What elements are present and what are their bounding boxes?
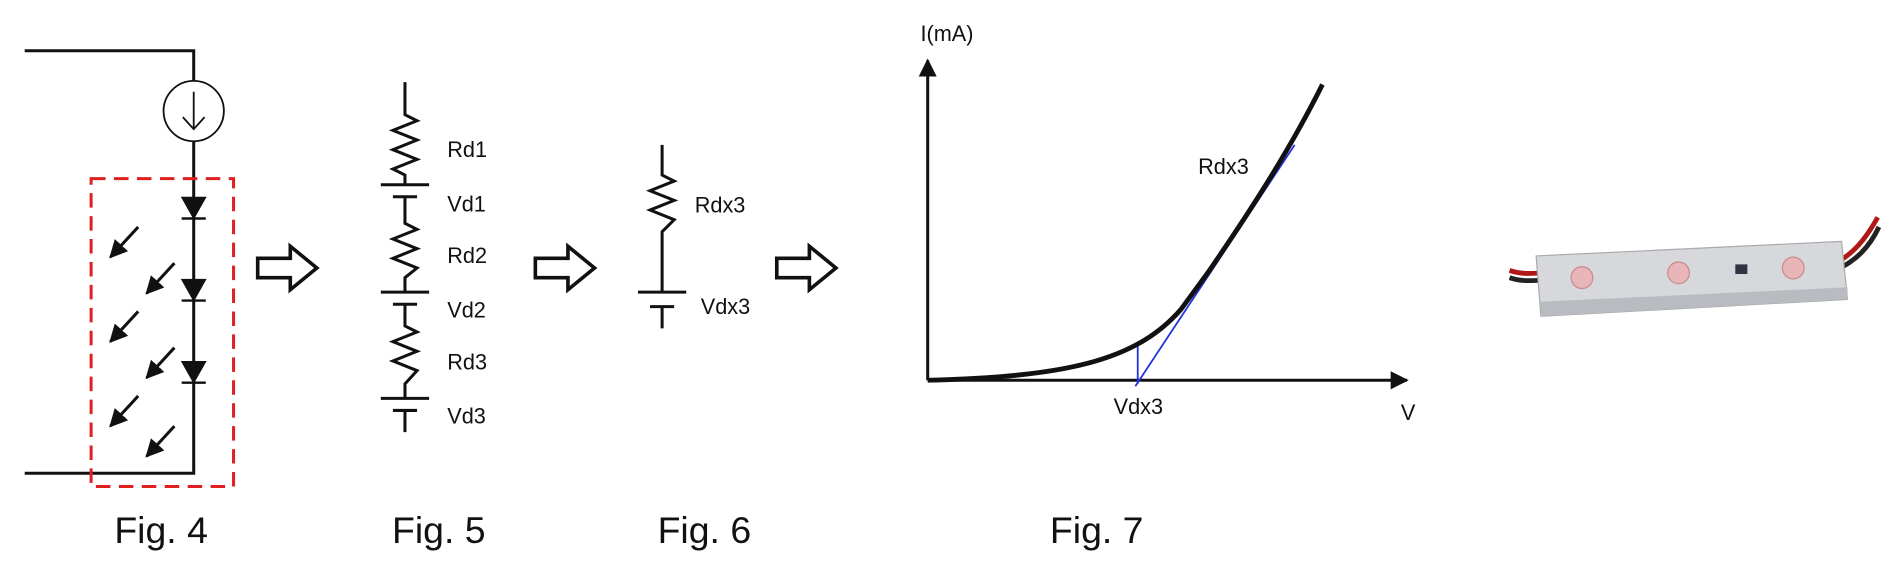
caption: Fig. 6 (658, 509, 752, 551)
led-module-photo (1508, 216, 1882, 317)
fig7-iv-curve: I(mA) V Rdx3 Vdx3 Fig. 7 (918, 21, 1416, 551)
flow-arrows (255, 242, 839, 294)
caption: Fig. 5 (392, 509, 486, 551)
label: Rdx3 (695, 192, 746, 217)
caption: Fig. 4 (114, 509, 208, 551)
label: Vdx3 (701, 294, 751, 319)
label: Rd1 (447, 137, 487, 162)
label: Vd3 (447, 404, 486, 429)
label: Rd2 (447, 243, 487, 268)
fig5-circuit: Rd1 Vd1 Rd2 Vd2 Rd3 Vd3 Fig. 5 (380, 82, 487, 551)
label: Rd3 (447, 349, 487, 374)
axis-label: V (1401, 400, 1416, 425)
fig4-circuit: Fig. 4 (24, 49, 236, 551)
fig6-circuit: Rdx3 Vdx3 Fig. 6 (637, 144, 752, 551)
label: Vd2 (447, 297, 486, 322)
annotation: Vdx3 (1114, 394, 1164, 419)
caption: Fig. 7 (1050, 509, 1144, 551)
annotation: Rdx3 (1198, 154, 1249, 179)
axis-label: I(mA) (920, 21, 973, 46)
label: Vd1 (447, 191, 486, 216)
